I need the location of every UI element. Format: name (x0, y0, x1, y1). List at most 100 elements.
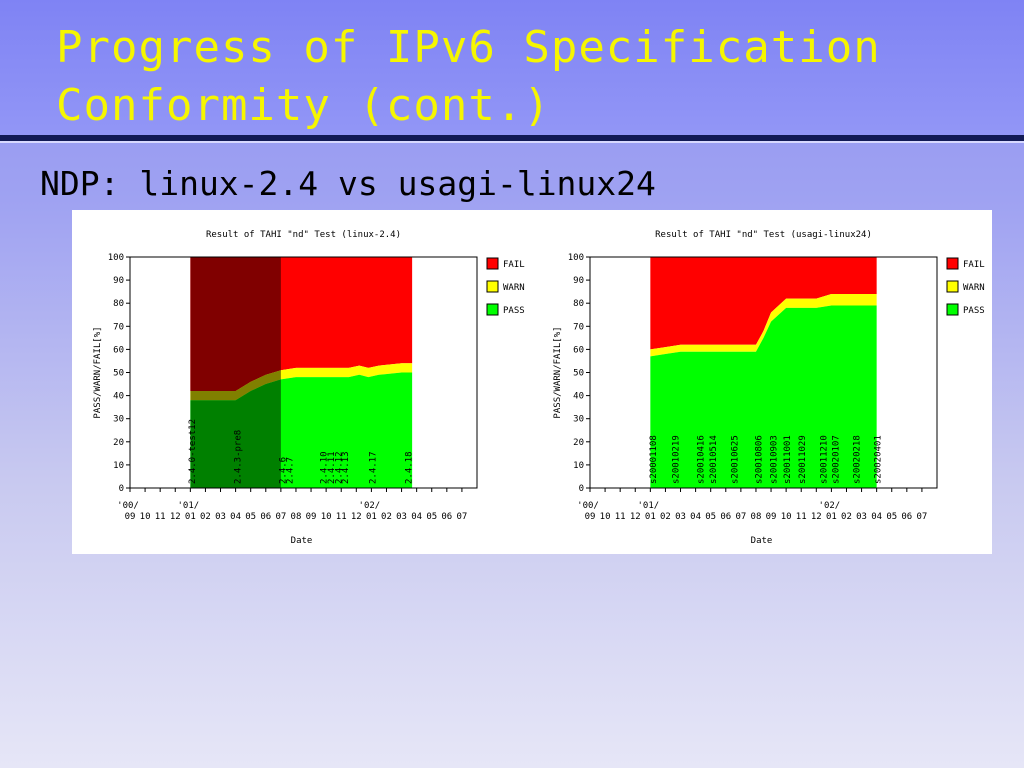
x-tick-label: 07 (735, 512, 746, 522)
title-divider (0, 135, 1024, 141)
legend-swatch-warn (486, 280, 499, 293)
x-tick-label: 10 (781, 512, 792, 522)
x-tick-label: 03 (856, 512, 867, 522)
y-tick-label: 10 (573, 461, 584, 471)
x-tick-label: 05 (886, 512, 897, 522)
y-tick-label: 0 (119, 484, 124, 494)
y-tick-label: 10 (113, 461, 124, 471)
x-tick-label: 02 (381, 512, 392, 522)
legend-swatch-fail (946, 257, 959, 270)
y-tick-label: 70 (573, 322, 584, 332)
x-tick-label: 01 (645, 512, 656, 522)
x-tick-label: 02 (200, 512, 211, 522)
y-tick-label: 20 (113, 438, 124, 448)
release-label: 2.4.7 (285, 457, 295, 484)
legend-label: FAIL (963, 260, 985, 270)
x-year-label: '00/ (577, 501, 599, 511)
release-label: 2.4.11 (327, 451, 337, 484)
chart-title: Result of TAHI "nd" Test (usagi-linux24) (655, 230, 872, 240)
release-label: 2.4.10 (319, 451, 329, 484)
x-tick-label: 05 (426, 512, 437, 522)
x-tick-label: 03 (675, 512, 686, 522)
warn-area (650, 293, 877, 357)
legend-label: FAIL (503, 260, 525, 270)
y-tick-label: 80 (573, 299, 584, 309)
x-tick-label: 08 (751, 512, 762, 522)
x-tick-label: 09 (306, 512, 317, 522)
release-label: s20011029 (798, 435, 808, 484)
legend-label: PASS (963, 306, 985, 316)
y-tick-label: 90 (113, 276, 124, 286)
x-tick-label: 06 (260, 512, 271, 522)
x-tick-label: 07 (916, 512, 927, 522)
fail-area (650, 257, 877, 350)
legend-swatch-warn (946, 280, 959, 293)
x-tick-label: 10 (321, 512, 332, 522)
x-year-label: '02/ (819, 501, 841, 511)
chart-title: Result of TAHI "nd" Test (linux-2.4) (206, 230, 401, 240)
x-tick-label: 11 (615, 512, 626, 522)
x-tick-label: 09 (125, 512, 136, 522)
y-tick-label: 0 (579, 484, 584, 494)
x-tick-label: 11 (796, 512, 807, 522)
x-tick-label: 11 (336, 512, 347, 522)
legend-swatch-fail (486, 257, 499, 270)
x-tick-label: 10 (140, 512, 151, 522)
x-axis-label: Date (291, 536, 313, 546)
x-axis-label: Date (751, 536, 773, 546)
fail-area-shaded (190, 257, 281, 391)
legend-label: WARN (963, 283, 985, 293)
x-tick-label: 04 (411, 512, 422, 522)
x-tick-label: 11 (155, 512, 166, 522)
x-tick-label: 01 (185, 512, 196, 522)
release-label: s20010903 (770, 435, 780, 484)
x-tick-label: 10 (600, 512, 611, 522)
x-tick-label: 08 (291, 512, 302, 522)
release-label: s20020107 (831, 435, 841, 484)
y-tick-label: 100 (108, 253, 124, 263)
pass-area (650, 305, 877, 488)
y-axis-label: PASS/WARN/FAIL[%] (93, 326, 103, 418)
y-tick-label: 80 (113, 299, 124, 309)
release-label: 2.4.3-pre8 (233, 430, 243, 484)
y-tick-label: 100 (568, 253, 584, 263)
x-tick-label: 09 (766, 512, 777, 522)
y-tick-label: 70 (113, 322, 124, 332)
release-label: s20010416 (696, 435, 706, 484)
x-tick-label: 06 (720, 512, 731, 522)
x-tick-label: 05 (705, 512, 716, 522)
x-tick-label: 12 (351, 512, 362, 522)
x-tick-label: 01 (826, 512, 837, 522)
legend-swatch-pass (946, 303, 959, 316)
x-tick-label: 12 (630, 512, 641, 522)
x-year-label: '02/ (359, 501, 381, 511)
x-year-label: '01/ (178, 501, 200, 511)
x-year-label: '01/ (638, 501, 660, 511)
x-year-label: '00/ (117, 501, 139, 511)
y-tick-label: 50 (113, 369, 124, 379)
release-label: s20001108 (649, 435, 659, 484)
x-tick-label: 04 (871, 512, 882, 522)
slide-title-line1: Progress of IPv6 Specification (56, 22, 881, 73)
x-tick-label: 03 (396, 512, 407, 522)
pass-area-shaded (190, 379, 281, 488)
legend-swatch-pass (486, 303, 499, 316)
release-label: s20011001 (783, 435, 793, 484)
release-label: 2.4.17 (368, 451, 378, 484)
y-axis-label: PASS/WARN/FAIL[%] (553, 326, 563, 418)
y-tick-label: 30 (113, 415, 124, 425)
release-label: s20011210 (819, 435, 829, 484)
shaded-range (190, 257, 281, 488)
y-tick-label: 30 (573, 415, 584, 425)
y-tick-label: 60 (573, 345, 584, 355)
y-tick-label: 20 (573, 438, 584, 448)
x-tick-label: 06 (901, 512, 912, 522)
release-label: s20010514 (709, 435, 719, 484)
x-tick-label: 06 (441, 512, 452, 522)
title-band (0, 0, 1024, 135)
x-tick-label: 05 (245, 512, 256, 522)
x-tick-label: 04 (230, 512, 241, 522)
release-label: 2.4.12 (334, 451, 344, 484)
x-tick-label: 09 (585, 512, 596, 522)
y-tick-label: 40 (573, 392, 584, 402)
